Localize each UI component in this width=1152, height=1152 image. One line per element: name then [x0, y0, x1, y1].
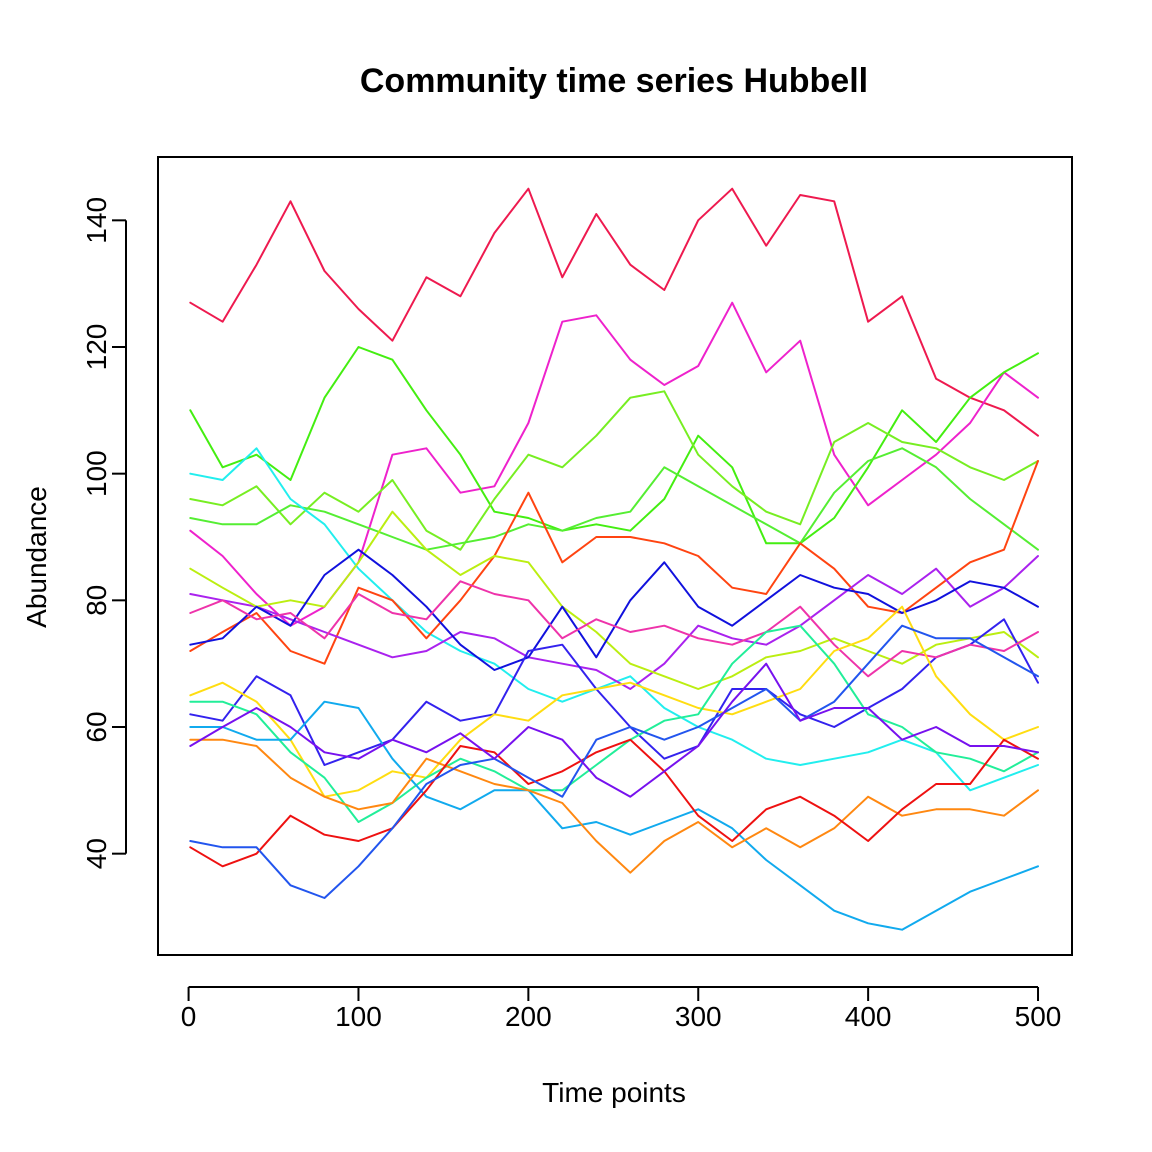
- y-tick-label: 140: [81, 197, 112, 244]
- series-line-3: [189, 346, 1039, 545]
- series-line-10: [189, 548, 1039, 671]
- series-line-2: [189, 301, 1039, 627]
- plot-frame: [157, 156, 1073, 956]
- y-tick-label: 80: [81, 585, 112, 616]
- series-line-1: [189, 187, 1039, 437]
- x-tick-label: 400: [845, 1001, 892, 1032]
- series-line-17: [189, 738, 1039, 868]
- y-axis-label: Abundance: [21, 486, 52, 628]
- series-line-16: [189, 738, 1039, 874]
- series-line-19: [189, 662, 1039, 798]
- series-line-4: [189, 390, 1039, 551]
- series-line-12: [189, 580, 1039, 678]
- y-tick-label: 120: [81, 324, 112, 371]
- series-line-13: [189, 605, 1039, 798]
- x-tick-label: 500: [1015, 1001, 1062, 1032]
- y-tick-label: 100: [81, 450, 112, 497]
- series-line-6: [189, 447, 1039, 792]
- series-line-18: [189, 624, 1039, 899]
- chart-title: Community time series Hubbell: [360, 62, 868, 100]
- x-tick-label: 200: [505, 1001, 552, 1032]
- series-line-9: [189, 510, 1039, 690]
- series-line-15: [189, 700, 1039, 931]
- series-line-14: [189, 624, 1039, 823]
- y-axis: 40 60 80 100 120 140: [81, 197, 127, 869]
- x-tick-label: 300: [675, 1001, 722, 1032]
- x-axis: 0 100 200 300 400 500: [181, 986, 1062, 1032]
- x-tick-label: 0: [181, 1001, 197, 1032]
- y-tick-label: 40: [81, 838, 112, 869]
- x-tick-label: 100: [335, 1001, 382, 1032]
- series-line-8: [189, 555, 1039, 690]
- y-tick-label: 60: [81, 711, 112, 742]
- x-axis-label: Time points: [542, 1077, 686, 1108]
- series-layer: [189, 187, 1039, 931]
- series-line-5: [189, 447, 1039, 551]
- series-line-11: [189, 618, 1039, 766]
